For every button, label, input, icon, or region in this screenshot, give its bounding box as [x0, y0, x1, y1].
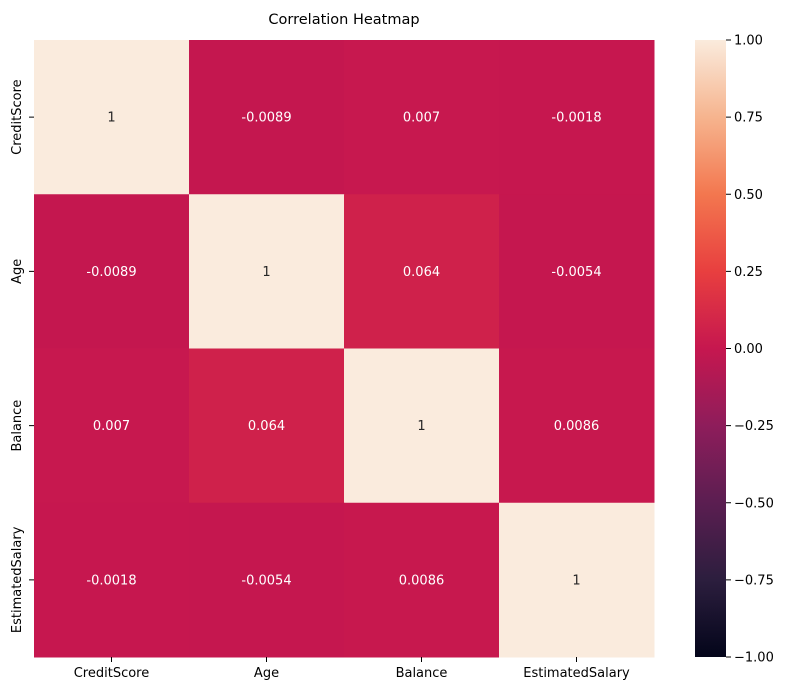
- cell-annotation: 1: [417, 419, 425, 434]
- x-tick-label: Age: [254, 666, 279, 681]
- heatmap-cell: [34, 502, 190, 658]
- cell-annotation: -0.0054: [551, 265, 601, 280]
- heatmap-cell: [499, 348, 655, 504]
- heatmap-cells: [34, 40, 655, 658]
- heatmap-cell: [344, 348, 500, 504]
- y-tick-label: Age: [10, 259, 25, 284]
- y-tick-label: EstimatedSalary: [10, 526, 25, 633]
- colorbar-tick-label: −0.25: [734, 419, 774, 434]
- cell-annotation: -0.0018: [551, 111, 601, 126]
- heatmap-cell: [34, 348, 190, 504]
- heatmap-cell: [34, 40, 190, 195]
- colorbar-tick-label: 0.50: [734, 188, 763, 203]
- heatmap-cell: [189, 194, 345, 349]
- cell-annotation: -0.0089: [86, 265, 136, 280]
- cell-annotation: 1: [572, 573, 580, 588]
- cell-annotation: 1: [262, 265, 270, 280]
- y-tick-label: Balance: [10, 400, 25, 452]
- x-tick-label: CreditScore: [74, 666, 150, 681]
- colorbar-tick-label: −0.75: [734, 573, 774, 588]
- chart-title: Correlation Heatmap: [268, 12, 419, 28]
- cell-annotation: 0.064: [403, 265, 440, 280]
- x-axis: CreditScore Age Balance EstimatedSalary: [74, 657, 630, 681]
- cell-annotation: 0.0086: [554, 419, 600, 434]
- heatmap-cell: [189, 40, 345, 195]
- cell-annotations: 1 -0.0089 0.007 -0.0018 -0.0089 1 0.064 -0.0054…: [86, 111, 601, 589]
- cell-annotation: -0.0054: [241, 573, 291, 588]
- cell-annotation: 0.007: [403, 111, 440, 126]
- cell-annotation: -0.0018: [86, 573, 136, 588]
- colorbar-tick-label: 0.00: [734, 342, 763, 357]
- cell-annotation: 0.064: [248, 419, 285, 434]
- colorbar-tick-label: −1.00: [734, 651, 774, 666]
- heatmap-cell: [344, 40, 500, 195]
- heatmap-cell: [189, 502, 345, 658]
- y-tick-label: CreditScore: [10, 79, 25, 155]
- y-axis: CreditScore Age Balance EstimatedSalary: [10, 79, 34, 633]
- colorbar: 1.00 0.75 0.50 0.25 0.00 −0.25 −0.50 −0.75 −1.00: [695, 34, 774, 666]
- x-tick-label: Balance: [396, 666, 448, 681]
- heatmap-cell: [189, 348, 345, 504]
- heatmap-cell: [499, 194, 655, 349]
- heatmap-cell: [344, 502, 500, 658]
- heatmap-cell: [499, 502, 655, 658]
- colorbar-tick-label: 1.00: [734, 34, 763, 49]
- colorbar-tick-label: 0.75: [734, 111, 763, 126]
- heatmap-cell: [344, 194, 500, 349]
- heatmap-cell: [34, 194, 190, 349]
- cell-annotation: 0.007: [93, 419, 130, 434]
- colorbar-gradient: [695, 40, 726, 657]
- cell-annotation: -0.0089: [241, 111, 291, 126]
- colorbar-tick-label: −0.50: [734, 496, 774, 511]
- colorbar-tick-label: 0.25: [734, 265, 763, 280]
- cell-annotation: 1: [107, 111, 115, 126]
- cell-annotation: 0.0086: [399, 573, 445, 588]
- heatmap-cell: [499, 40, 655, 195]
- x-tick-label: EstimatedSalary: [523, 666, 630, 681]
